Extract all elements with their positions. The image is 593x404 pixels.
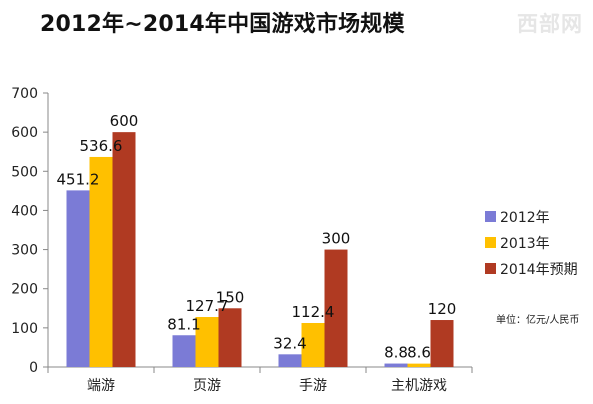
bar	[384, 363, 408, 367]
bar	[278, 354, 302, 367]
legend: 2012年 2013年 2014年预期	[485, 210, 578, 278]
x-category-label: 端游	[87, 378, 115, 394]
bars-group	[66, 132, 454, 367]
data-label: 8.8	[384, 344, 408, 362]
y-tick-label: 400	[11, 203, 38, 219]
bar	[407, 363, 431, 367]
unit-note: 单位：亿元/人民币	[496, 315, 580, 326]
legend-label: 2014年预期	[500, 262, 578, 278]
bar	[430, 320, 454, 367]
data-label: 32.4	[273, 334, 306, 352]
legend-label: 2012年	[500, 210, 550, 226]
y-tick-label: 600	[11, 125, 38, 141]
x-category-label: 页游	[193, 378, 221, 394]
watermark-logo: 西部网	[517, 12, 583, 36]
legend-swatch	[485, 263, 496, 274]
data-label: 8.6	[407, 344, 431, 362]
data-label: 120	[428, 300, 457, 318]
y-tick-label: 700	[11, 86, 38, 102]
y-tick-label: 500	[11, 164, 38, 180]
legend-swatch	[485, 237, 496, 248]
bar	[324, 249, 348, 367]
y-tick-label: 300	[11, 243, 38, 259]
axes: 0 100 200 300 400 500 600 700 端游 页游 手游 主机游戏	[11, 86, 473, 394]
data-label: 536.6	[80, 137, 123, 155]
bar	[112, 132, 136, 367]
bar	[218, 308, 242, 367]
y-tick-label: 200	[11, 282, 38, 298]
bar	[301, 323, 325, 367]
bar	[66, 190, 90, 367]
data-label: 127.7	[186, 297, 229, 315]
data-label: 300	[322, 230, 351, 248]
x-category-label: 主机游戏	[391, 378, 447, 394]
data-label: 112.4	[292, 303, 335, 321]
legend-swatch	[485, 211, 496, 222]
data-label: 451.2	[57, 170, 100, 188]
y-tick-label: 0	[29, 360, 38, 376]
data-label: 81.1	[167, 315, 200, 333]
x-category-label: 手游	[299, 378, 327, 394]
bar	[89, 156, 113, 367]
y-tick-label: 100	[11, 321, 38, 337]
chart-title: 2012年~2014年中国游戏市场规模	[40, 12, 405, 37]
data-label: 600	[110, 112, 139, 130]
bar	[172, 335, 196, 367]
data-label: 150	[216, 288, 245, 306]
bar	[195, 317, 219, 367]
legend-label: 2013年	[500, 236, 550, 252]
